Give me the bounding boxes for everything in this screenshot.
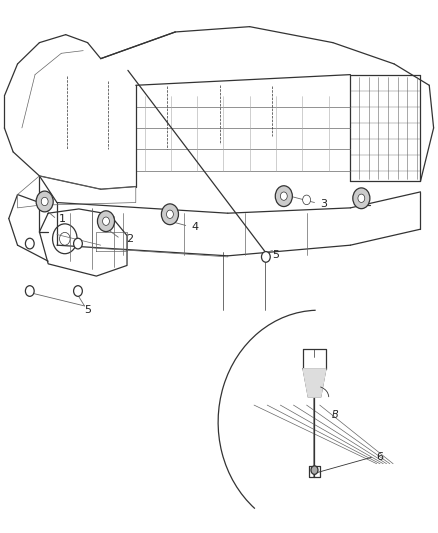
Circle shape [41,197,48,206]
Text: 3: 3 [321,199,328,208]
Circle shape [280,192,287,200]
Circle shape [74,286,82,296]
Circle shape [36,191,53,212]
Circle shape [311,466,318,474]
Text: 5: 5 [85,305,92,315]
Text: 5: 5 [272,250,279,260]
Circle shape [358,194,365,203]
Text: 4: 4 [192,222,199,231]
Circle shape [353,188,370,209]
Text: 6: 6 [376,453,383,462]
Circle shape [74,238,82,249]
Circle shape [97,211,114,231]
Circle shape [102,217,110,225]
Polygon shape [303,369,326,397]
Circle shape [275,186,293,207]
Text: 2: 2 [126,234,133,244]
Circle shape [25,238,34,249]
Circle shape [25,286,34,296]
Circle shape [162,204,179,225]
Circle shape [166,210,173,219]
Text: B: B [332,410,339,419]
Text: 1: 1 [59,214,66,223]
Circle shape [261,252,270,262]
Circle shape [303,195,311,205]
